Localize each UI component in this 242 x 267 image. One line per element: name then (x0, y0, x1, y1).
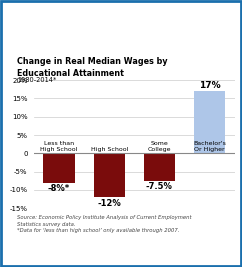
Bar (144, 153, 175, 181)
Text: Less than
High School: Less than High School (40, 142, 78, 152)
Text: 17%: 17% (199, 81, 220, 90)
Text: -7.5%: -7.5% (146, 182, 173, 191)
Text: -8%*: -8%* (48, 184, 70, 193)
Text: Bachelor's
Or Higher: Bachelor's Or Higher (193, 142, 226, 152)
Text: Change in Real Median Wages by
Educational Attainment: Change in Real Median Wages by Education… (17, 57, 167, 77)
Bar (94, 153, 125, 197)
Text: 1980-2014*: 1980-2014* (17, 77, 56, 83)
Text: Wages Are Falling for All DC Residents
Without A College Degree: Wages Are Falling for All DC Residents W… (18, 17, 224, 39)
Text: Source: Economic Policy Institute Analysis of Current Employment
Statistics surv: Source: Economic Policy Institute Analys… (17, 215, 191, 233)
Text: High School: High School (91, 147, 128, 152)
Text: Some
College: Some College (148, 142, 171, 152)
Bar (194, 91, 225, 153)
Bar (43, 153, 75, 183)
Text: -12%: -12% (97, 199, 121, 208)
